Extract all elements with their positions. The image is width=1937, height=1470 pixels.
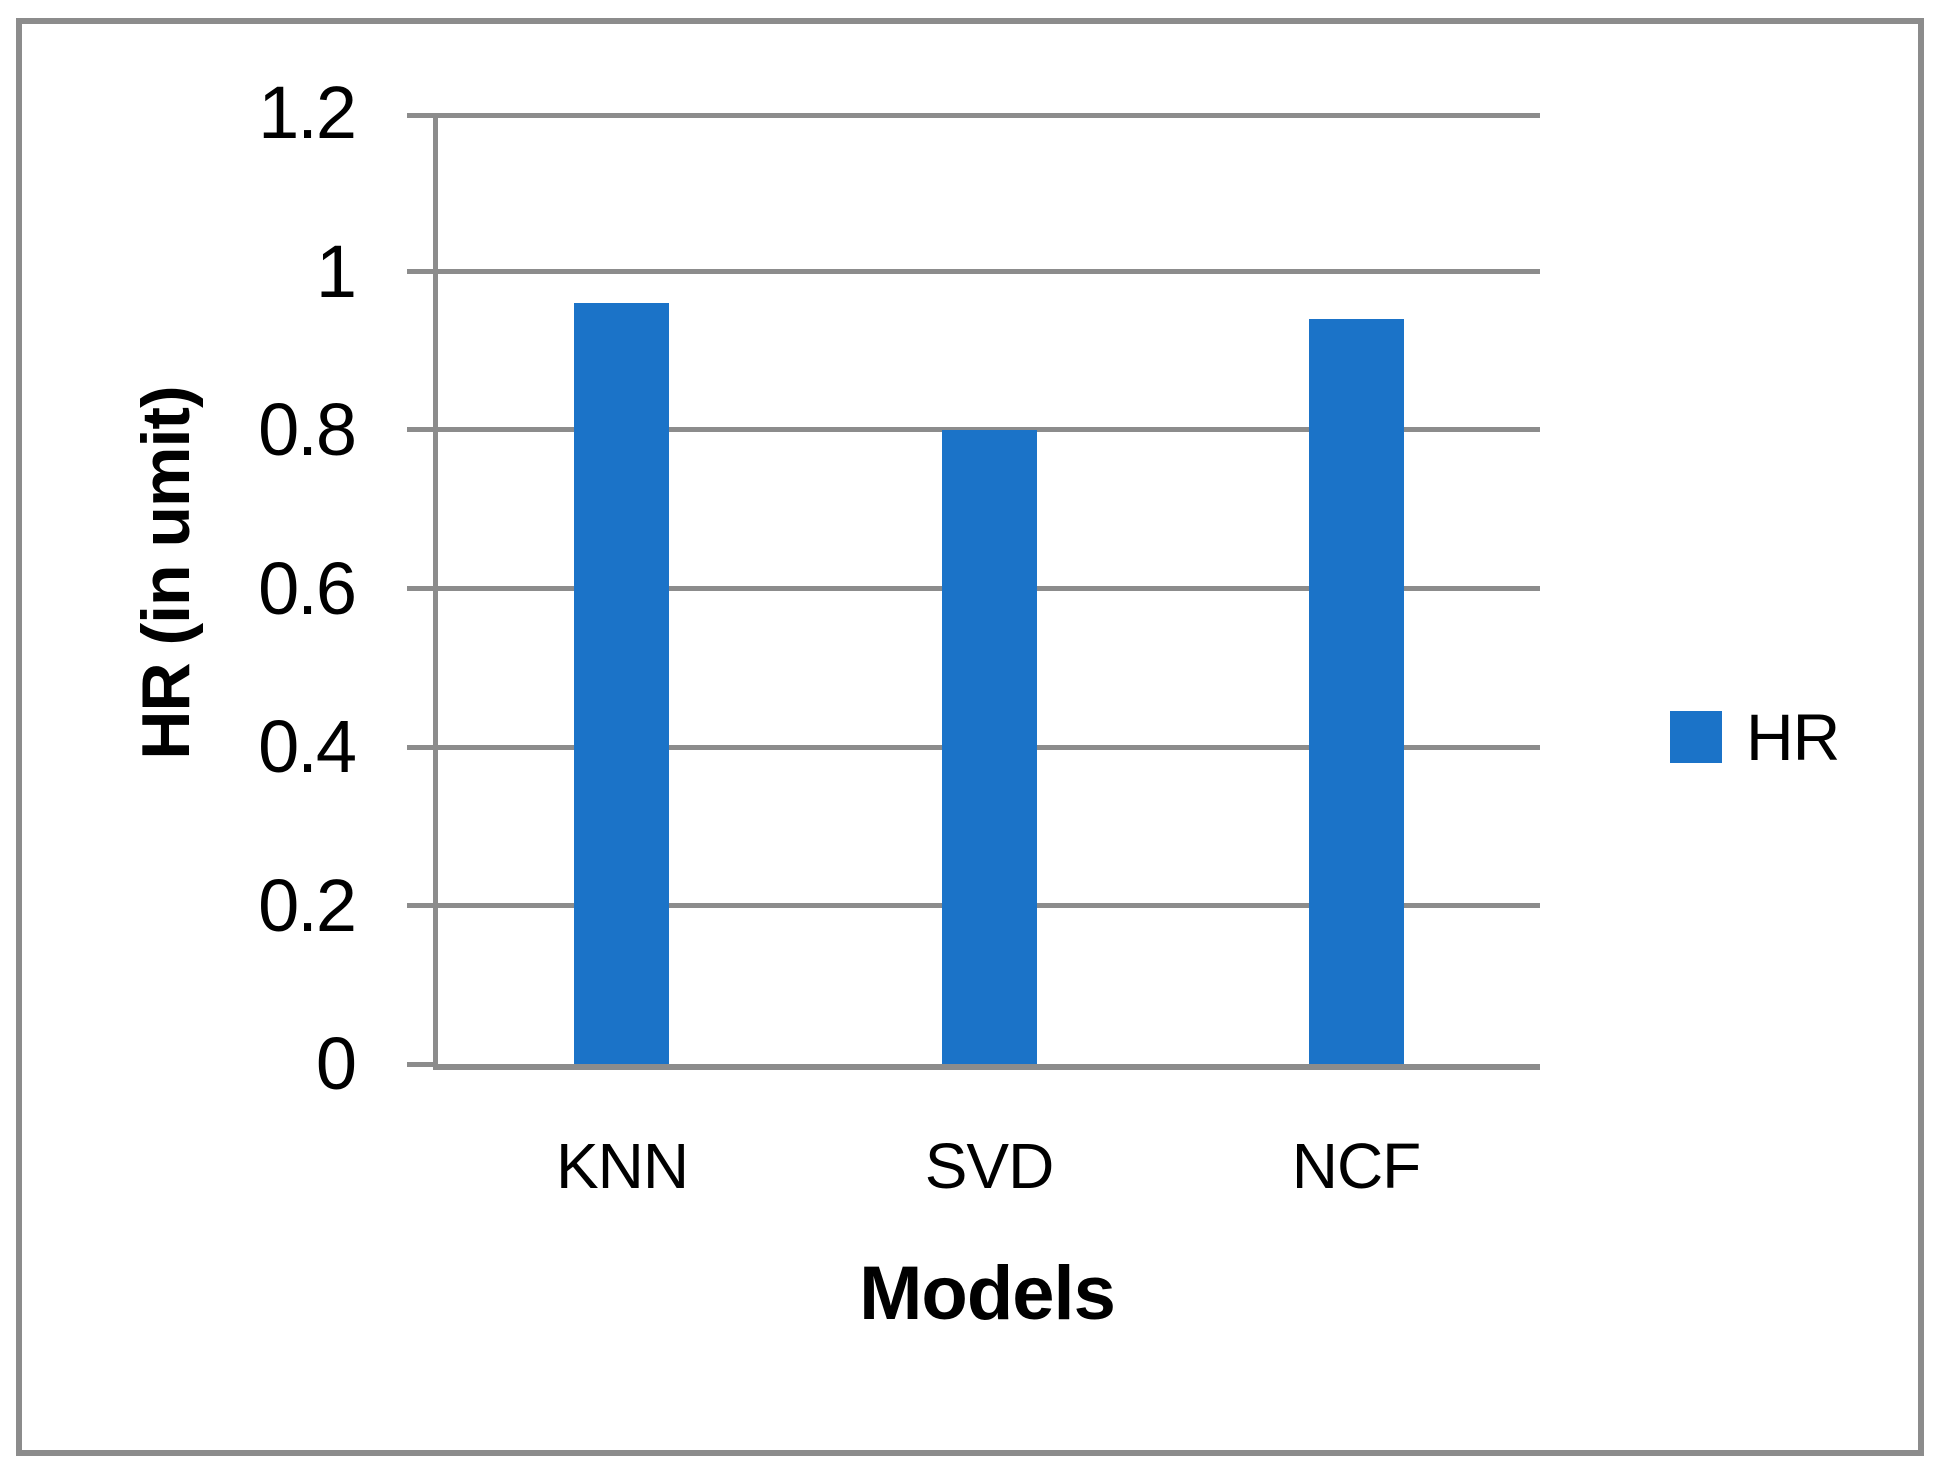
y-tick-label-0.8: 0.8 [258, 388, 357, 471]
y-tick-label-0.4: 0.4 [258, 705, 357, 788]
y-tick-label-1.2: 1.2 [258, 71, 357, 154]
x-tick-label-ncf: NCF [1291, 1130, 1422, 1202]
legend-color-swatch [1670, 711, 1722, 763]
y-axis-tickmark-0.6 [407, 586, 438, 591]
gridline-y-1 [438, 269, 1540, 274]
legend-label: HR [1746, 700, 1840, 774]
y-axis-tickmark-0.2 [407, 903, 438, 908]
bar-svd [942, 430, 1037, 1064]
bar-knn [574, 303, 669, 1064]
y-tick-label-1: 1 [315, 230, 357, 313]
plot-area [407, 113, 1540, 1070]
y-tick-label-0: 0 [315, 1022, 357, 1105]
gridline-y-1.2 [438, 113, 1540, 118]
x-tick-label-knn: KNN [555, 1130, 689, 1202]
x-axis-title: Models [859, 1251, 1116, 1336]
legend: HR [1670, 700, 1840, 774]
bar-ncf [1309, 319, 1404, 1064]
x-tick-label-svd: SVD [924, 1130, 1055, 1202]
y-axis-tickmark-0.8 [407, 427, 438, 432]
y-tick-label-0.6: 0.6 [258, 547, 357, 630]
y-axis-tickmark-0.4 [407, 745, 438, 750]
y-axis-tickmark-0 [407, 1062, 438, 1067]
y-axis-tickmark-1 [407, 269, 438, 274]
y-tick-label-0.2: 0.2 [258, 864, 357, 947]
gridline-y-0.8 [438, 427, 1540, 432]
y-axis-tickmark-1.2 [407, 113, 438, 118]
